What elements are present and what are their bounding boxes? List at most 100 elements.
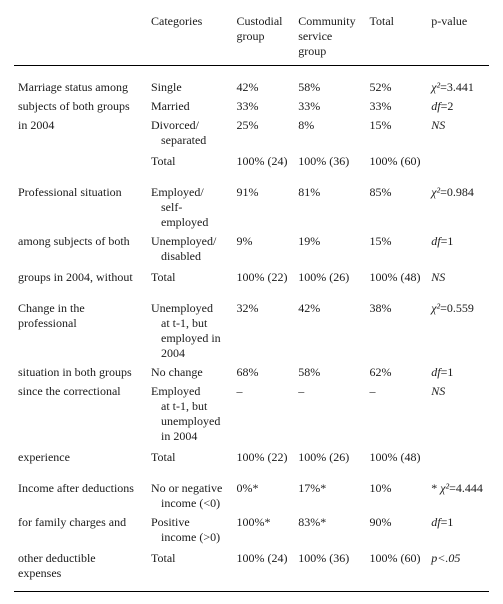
value-cell: 52% [366,66,428,98]
value-cell: – [294,382,365,446]
value-cell: 100% (48) [366,446,428,467]
category-cell: Unemployedat t-1, butemployed in2004 [147,287,233,363]
row-group-label: Marriage status among [14,66,147,98]
table-row: in 2004Divorced/separated25%8%15%NS [14,116,489,150]
category-cell: Unemployed/disabled [147,232,233,266]
value-cell: 58% [294,66,365,98]
value-cell: 81% [294,171,365,232]
pvalue-cell: NS [427,116,489,150]
value-cell: 9% [233,232,295,266]
value-cell: 33% [366,97,428,116]
row-group-label: other deductible expenses [14,547,147,583]
table-row: since the correctionalEmployedat t-1, bu… [14,382,489,446]
category-cell: Total [147,446,233,467]
table-row: Total100% (24)100% (36)100% (60) [14,150,489,171]
table-row: Marriage status amongSingle42%58%52%χ²=3… [14,66,489,98]
pvalue-cell: df=1 [427,363,489,382]
category-cell: Employed/self-employed [147,171,233,232]
table-row: for family charges andPositiveincome (>0… [14,513,489,547]
row-group-label: Professional situation [14,171,147,232]
table-row: Change in the professionalUnemployedat t… [14,287,489,363]
value-cell: 100% (26) [294,446,365,467]
value-cell: 42% [294,287,365,363]
row-group-label [14,150,147,171]
pvalue-cell [427,150,489,171]
row-group-label: for family charges and [14,513,147,547]
value-cell: 17%* [294,467,365,513]
pvalue-cell: χ²=0.984 [427,171,489,232]
value-cell: 85% [366,171,428,232]
category-cell: No change [147,363,233,382]
row-group-label: experience [14,446,147,467]
value-cell: 62% [366,363,428,382]
col-total: Total [366,12,428,66]
value-cell: 42% [233,66,295,98]
category-cell: Employedat t-1, butunemployedin 2004 [147,382,233,446]
table-row: among subjects of bothUnemployed/disable… [14,232,489,266]
col-pvalue: p-value [427,12,489,66]
value-cell: 15% [366,232,428,266]
value-cell: 90% [366,513,428,547]
value-cell: 0%* [233,467,295,513]
value-cell: 8% [294,116,365,150]
pvalue-cell: NS [427,382,489,446]
table-row: Professional situationEmployed/self-empl… [14,171,489,232]
value-cell: 100% (60) [366,150,428,171]
value-cell: 100% (48) [366,266,428,287]
value-cell: 38% [366,287,428,363]
value-cell: 100% (24) [233,547,295,583]
value-cell: 91% [233,171,295,232]
value-cell: 32% [233,287,295,363]
category-cell: Married [147,97,233,116]
value-cell: 15% [366,116,428,150]
value-cell: – [366,382,428,446]
col-custodial: Custodial group [233,12,295,66]
value-cell: 25% [233,116,295,150]
pvalue-cell: χ²=3.441 [427,66,489,98]
value-cell: 100% (22) [233,266,295,287]
category-cell: Divorced/separated [147,116,233,150]
pvalue-cell: * χ²=4.444 [427,467,489,513]
pvalue-cell: p<.05 [427,547,489,583]
table-row: groups in 2004, withoutTotal100% (22)100… [14,266,489,287]
row-group-label: Income after deductions [14,467,147,513]
col-categories: Categories [147,12,233,66]
value-cell: 100% (36) [294,547,365,583]
value-cell: 100% (26) [294,266,365,287]
pvalue-cell [427,446,489,467]
table-row: Income after deductionsNo or negativeinc… [14,467,489,513]
value-cell: 83%* [294,513,365,547]
pvalue-cell: NS [427,266,489,287]
table-row: subjects of both groupsMarried33%33%33%d… [14,97,489,116]
row-group-label: since the correctional [14,382,147,446]
pvalue-cell: df=1 [427,232,489,266]
value-cell: 33% [294,97,365,116]
row-group-label: in 2004 [14,116,147,150]
value-cell: 33% [233,97,295,116]
value-cell: 100% (36) [294,150,365,171]
value-cell: 100% (24) [233,150,295,171]
pvalue-cell: df=1 [427,513,489,547]
pvalue-cell: df=2 [427,97,489,116]
category-cell: No or negativeincome (<0) [147,467,233,513]
table-row: situation in both groupsNo change68%58%6… [14,363,489,382]
category-cell: Positiveincome (>0) [147,513,233,547]
category-cell: Total [147,150,233,171]
table-row: experienceTotal100% (22)100% (26)100% (4… [14,446,489,467]
row-group-label: subjects of both groups [14,97,147,116]
value-cell: 10% [366,467,428,513]
stats-table: Categories Custodial group Community ser… [14,12,489,592]
value-cell: – [233,382,295,446]
category-cell: Single [147,66,233,98]
row-group-label: Change in the professional [14,287,147,363]
row-group-label: among subjects of both [14,232,147,266]
col-community: Community service group [294,12,365,66]
category-cell: Total [147,266,233,287]
value-cell: 19% [294,232,365,266]
value-cell: 68% [233,363,295,382]
value-cell: 58% [294,363,365,382]
row-group-label: situation in both groups [14,363,147,382]
table-row: other deductible expensesTotal100% (24)1… [14,547,489,583]
value-cell: 100% (60) [366,547,428,583]
value-cell: 100% (22) [233,446,295,467]
